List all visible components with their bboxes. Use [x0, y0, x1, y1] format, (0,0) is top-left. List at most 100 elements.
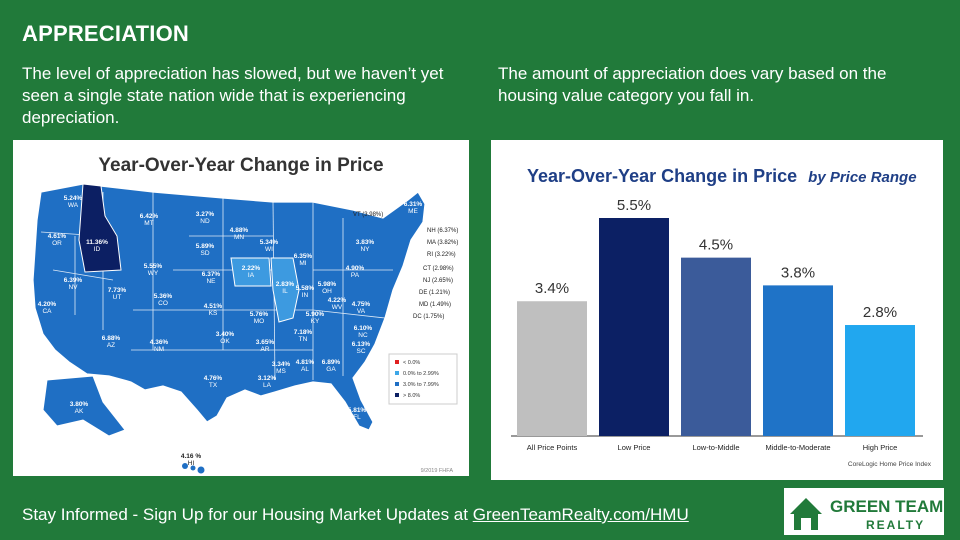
state-value-ia: 2.22% [242, 265, 261, 272]
logo-line1: GREEN TEAM [830, 497, 943, 516]
callout-ma: MA (3.82%) [427, 240, 458, 246]
footer-prefix: Stay Informed - Sign Up for our Housing … [22, 505, 473, 524]
legend-label-1: 0.0% to 2.99% [403, 371, 439, 377]
state-value-ky: 5.90% [306, 311, 325, 318]
state-code-wa: WA [68, 202, 79, 209]
state-code-ak: AK [75, 408, 84, 415]
legend-swatch-1 [395, 371, 399, 375]
state-value-wv: 4.22% [328, 297, 347, 304]
callout-ct: CT (2.98%) [423, 266, 454, 272]
price-range-chart: Year-Over-Year Change in Price by Price … [491, 140, 943, 480]
state-code-ks: KS [209, 310, 218, 317]
state-value-tx: 4.76% [204, 375, 223, 382]
state-code-mi: MI [299, 260, 306, 267]
state-value-mn: 4.88% [230, 227, 249, 234]
state-value-al: 4.81% [296, 359, 315, 366]
house-icon [790, 498, 822, 530]
bar-category-label-4: High Price [863, 443, 898, 452]
state-value-hi: 4.16 % [181, 453, 201, 460]
state-code-al: AL [301, 366, 309, 373]
state-code-sd: SD [200, 250, 209, 257]
state-code-pa: PA [351, 272, 360, 279]
state-code-ut: UT [113, 294, 122, 301]
state-code-ia: IA [248, 272, 255, 279]
bar-category-label-1: Low Price [618, 443, 651, 452]
state-code-nd: ND [200, 218, 210, 225]
state-value-wy: 5.55% [144, 263, 163, 270]
bar-value-label-0: 3.4% [535, 280, 569, 297]
map-legend: < 0.0% 0.0% to 2.99% 3.0% to 7.99% > 8.0% [388, 353, 458, 405]
state-code-tx: TX [209, 382, 218, 389]
state-code-sc: SC [356, 348, 365, 355]
state-code-mn: MN [234, 234, 244, 241]
state-code-nc: NC [358, 332, 368, 339]
state-value-ny: 3.83% [356, 239, 375, 246]
state-value-ms: 3.34% [272, 361, 291, 368]
state-code-ne: NE [206, 278, 216, 285]
state-value-nd: 3.27% [196, 211, 215, 218]
state-code-wy: WY [148, 270, 159, 277]
state-code-ms: MS [276, 368, 286, 375]
callout-dc: DC (1.75%) [413, 314, 444, 320]
state-code-me: ME [408, 208, 418, 215]
left-description: The level of appreciation has slowed, bu… [22, 64, 444, 127]
callout-vt: VT (3.98%) [353, 212, 383, 218]
green-team-logo: GREEN TEAM REALTY [784, 488, 944, 535]
state-code-wv: WV [332, 304, 343, 311]
state-value-az: 6.88% [102, 335, 121, 342]
state-labels: 5.24%WA 4.61%OR 11.36%ID 6.42%MT 3.27%ND 4.88… [38, 195, 423, 467]
state-value-ne: 6.37% [202, 271, 221, 278]
state-value-la: 3.12% [258, 375, 277, 382]
slide-title: APPRECIATION [22, 21, 190, 46]
bar-2 [681, 257, 751, 436]
state-value-ks: 4.51% [204, 303, 223, 310]
bar-category-label-3: Middle-to-Moderate [765, 443, 830, 452]
chart-subtitle: by Price Range [808, 169, 916, 186]
housing-updates-link[interactable]: GreenTeamRealty.com/HMU [472, 505, 689, 524]
state-value-mi: 6.35% [294, 253, 313, 260]
state-value-sd: 5.89% [196, 243, 215, 250]
state-code-in: IN [302, 292, 309, 299]
state-code-nm: NM [154, 346, 164, 353]
legend-box [388, 353, 458, 405]
state-value-il: 2.83% [276, 281, 295, 288]
state-code-va: VA [357, 308, 366, 315]
state-value-mo: 5.76% [250, 311, 269, 318]
state-code-ga: GA [326, 366, 336, 373]
hawaii-shape [182, 463, 205, 474]
state-code-ny: NY [360, 246, 370, 253]
callout-nh: NH (6.37%) [427, 228, 458, 234]
callout-ri: RI (3.22%) [427, 252, 456, 258]
state-code-la: LA [263, 382, 272, 389]
state-value-mt: 6.42% [140, 213, 159, 220]
state-code-ar: AR [260, 346, 269, 353]
callout-nj: NJ (2.65%) [423, 278, 453, 284]
state-code-az: AZ [107, 342, 115, 349]
legend-label-2: 3.0% to 7.99% [403, 382, 439, 388]
callout-labels: VT (3.98%) NH (6.37%) MA (3.82%) RI (3.22%)… [353, 212, 458, 320]
state-value-sc: 6.13% [352, 341, 371, 348]
map-title: Year-Over-Year Change in Price [98, 155, 383, 176]
state-code-co: CO [158, 300, 168, 307]
state-code-mo: MO [254, 318, 264, 325]
bar-value-label-1: 5.5% [617, 197, 651, 214]
us-map: Year-Over-Year Change in Price 5.24%WA 4.… [32, 155, 458, 474]
state-value-ar: 3.65% [256, 339, 275, 346]
state-value-in: 5.58% [296, 285, 315, 292]
state-code-il: IL [282, 288, 288, 295]
state-value-tn: 7.18% [294, 329, 313, 336]
alaska-shape [42, 375, 126, 437]
state-value-fl: 5.81% [348, 407, 367, 414]
state-value-id: 11.36% [86, 239, 108, 246]
state-value-co: 5.36% [154, 293, 173, 300]
bar-value-label-4: 2.8% [863, 304, 897, 321]
state-code-mt: MT [144, 220, 153, 227]
state-code-wi: WI [265, 246, 273, 253]
state-code-ok: OK [220, 338, 230, 345]
state-map-image: Year-Over-Year Change in Price 5.24% WA 4.… [13, 140, 469, 476]
state-code-hi: HI [188, 460, 195, 467]
logo-line2: REALTY [866, 518, 925, 532]
state-value-oh: 5.98% [318, 281, 337, 288]
state-code-fl: FL [353, 414, 361, 421]
footer-text: Stay Informed - Sign Up for our Housing … [22, 505, 689, 525]
